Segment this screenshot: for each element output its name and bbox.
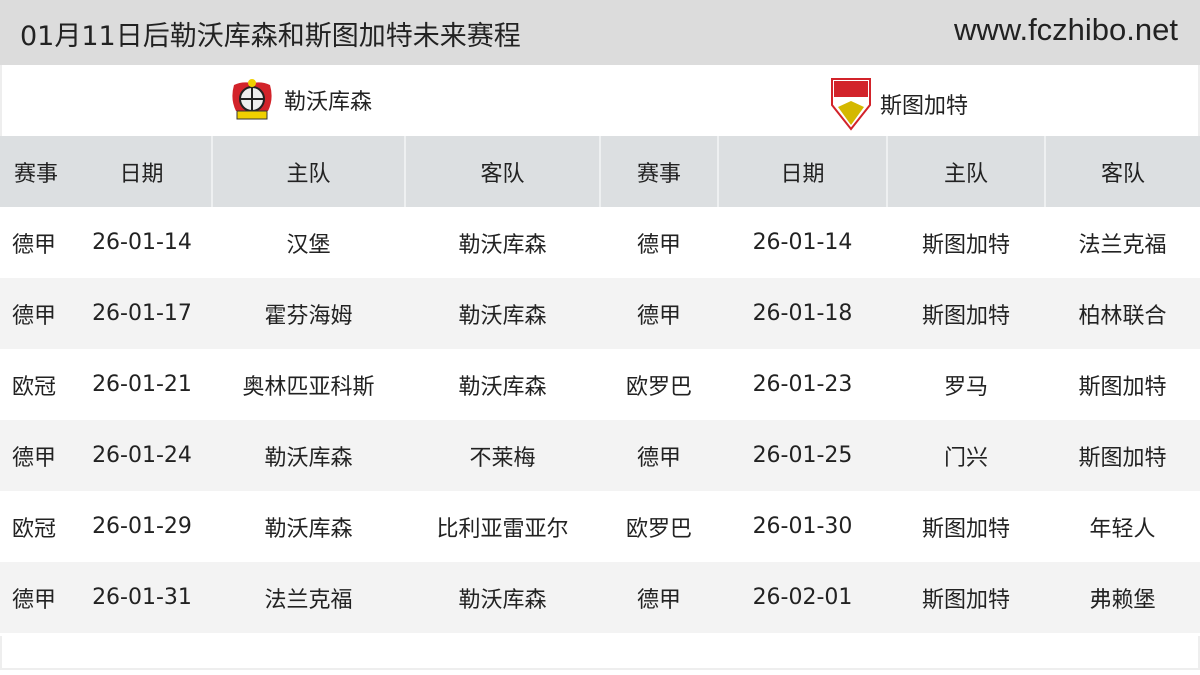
cell-date: 26-01-14 [718, 207, 887, 278]
cell-competition: 德甲 [0, 420, 72, 491]
cell-home-team: 法兰克福 [212, 562, 405, 633]
cell-home-team: 霍芬海姆 [212, 278, 405, 349]
col-home: 主队 [212, 136, 406, 207]
page-title: 01月11日后勒沃库森和斯图加特未来赛程 [20, 21, 521, 52]
col-date: 日期 [718, 136, 888, 207]
team-right: 斯图加特 [830, 77, 968, 131]
col-home: 主队 [887, 136, 1046, 207]
cell-away-team: 法兰克福 [1045, 207, 1200, 278]
cell-date: 26-01-18 [718, 278, 887, 349]
cell-date: 26-01-21 [72, 349, 212, 420]
cell-away-team: 斯图加特 [1045, 420, 1200, 491]
cell-home-team: 斯图加特 [887, 491, 1045, 562]
cell-date: 26-01-14 [72, 207, 212, 278]
cell-away-team: 勒沃库森 [405, 562, 600, 633]
cell-home-team: 勒沃库森 [212, 491, 405, 562]
table-row: 德甲 26-01-24 勒沃库森 不莱梅 德甲 26-01-25 门兴 斯图加特 [0, 420, 1200, 491]
cell-home-team: 斯图加特 [887, 207, 1045, 278]
cell-away-team: 比利亚雷亚尔 [405, 491, 600, 562]
table-header: 赛事 日期 主队 客队 赛事 日期 主队 客队 [0, 136, 1200, 207]
cell-competition: 德甲 [0, 562, 72, 633]
table-row: 德甲 26-01-31 法兰克福 勒沃库森 德甲 26-02-01 斯图加特 弗赖堡 [0, 562, 1200, 633]
cell-away-team: 柏林联合 [1045, 278, 1200, 349]
cell-date: 26-01-31 [72, 562, 212, 633]
stuttgart-crest-icon [831, 78, 871, 131]
col-away: 客队 [1045, 136, 1200, 207]
cell-competition: 德甲 [600, 207, 718, 278]
cell-competition: 德甲 [600, 420, 718, 491]
team-name: 勒沃库森 [284, 90, 373, 115]
cell-date: 26-01-17 [72, 278, 212, 349]
cell-home-team: 奥林匹亚科斯 [212, 349, 405, 420]
table-row: 德甲 26-01-14 汉堡 勒沃库森 德甲 26-01-14 斯图加特 法兰克福 [0, 207, 1200, 278]
team-left: 勒沃库森 [228, 77, 372, 123]
cell-competition: 欧冠 [0, 491, 72, 562]
cell-competition: 德甲 [600, 278, 718, 349]
cell-away-team: 斯图加特 [1045, 349, 1200, 420]
cell-competition: 德甲 [0, 278, 72, 349]
cell-date: 26-01-23 [718, 349, 887, 420]
cell-date: 26-01-30 [718, 491, 887, 562]
col-competition: 赛事 [600, 136, 719, 207]
cell-competition: 欧冠 [0, 349, 72, 420]
cell-date: 26-02-01 [718, 562, 887, 633]
cell-date: 26-01-29 [72, 491, 212, 562]
cell-away-team: 勒沃库森 [405, 278, 600, 349]
teams-row: 勒沃库森 斯图加特 [0, 65, 1200, 136]
cell-away-team: 弗赖堡 [1045, 562, 1200, 633]
cell-home-team: 斯图加特 [887, 278, 1045, 349]
cell-date: 26-01-24 [72, 420, 212, 491]
cell-away-team: 勒沃库森 [405, 207, 600, 278]
cell-away-team: 勒沃库森 [405, 349, 600, 420]
schedule-table: 赛事 日期 主队 客队 赛事 日期 主队 客队 德甲 26-01-14 汉堡 勒沃库森… [0, 136, 1200, 633]
cell-away-team: 年轻人 [1045, 491, 1200, 562]
cell-competition: 德甲 [600, 562, 718, 633]
leverkusen-crest-icon [232, 79, 272, 120]
table-row: 欧冠 26-01-21 奥林匹亚科斯 勒沃库森 欧罗巴 26-01-23 罗马 斯图加特 [0, 349, 1200, 420]
header-bar: 01月11日后勒沃库森和斯图加特未来赛程 www.fczhibo.net [0, 0, 1200, 65]
cell-competition: 欧罗巴 [600, 491, 718, 562]
table-row: 欧冠 26-01-29 勒沃库森 比利亚雷亚尔 欧罗巴 26-01-30 斯图加特 年轻人 [0, 491, 1200, 562]
team-name: 斯图加特 [880, 94, 969, 119]
col-competition: 赛事 [0, 136, 72, 207]
cell-date: 26-01-25 [718, 420, 887, 491]
cell-home-team: 罗马 [887, 349, 1045, 420]
col-away: 客队 [405, 136, 601, 207]
cell-home-team: 斯图加特 [887, 562, 1045, 633]
cell-home-team: 勒沃库森 [212, 420, 405, 491]
cell-competition: 德甲 [0, 207, 72, 278]
cell-home-team: 汉堡 [212, 207, 405, 278]
cell-home-team: 门兴 [887, 420, 1045, 491]
table-footer [0, 636, 1200, 670]
table-row: 德甲 26-01-17 霍芬海姆 勒沃库森 德甲 26-01-18 斯图加特 柏林联合 [0, 278, 1200, 349]
site-url[interactable]: www.fczhibo.net [954, 12, 1178, 47]
cell-away-team: 不莱梅 [405, 420, 600, 491]
col-date: 日期 [72, 136, 213, 207]
cell-competition: 欧罗巴 [600, 349, 718, 420]
